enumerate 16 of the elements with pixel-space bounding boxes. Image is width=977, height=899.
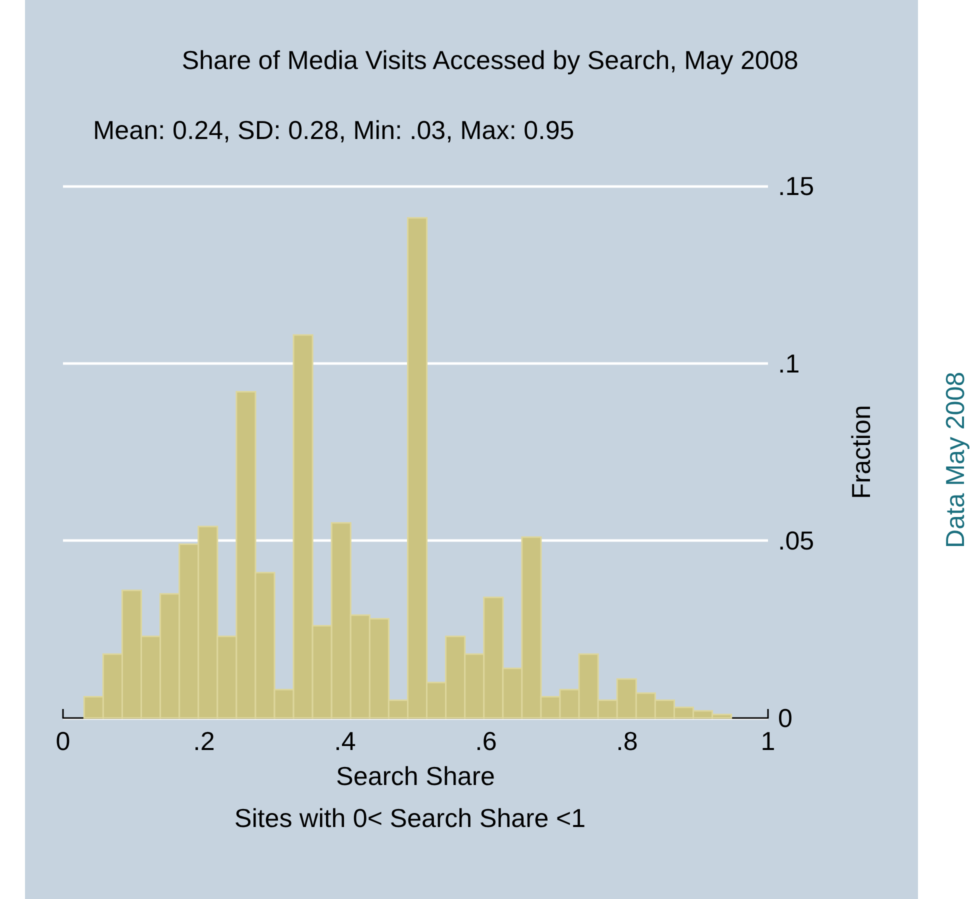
x-tick-label: .8 — [616, 726, 638, 756]
x-tick-label: .6 — [475, 726, 497, 756]
x-tick-label: .2 — [193, 726, 215, 756]
x-axis-title: Search Share — [336, 761, 495, 791]
chart-subtitle: Mean: 0.24, SD: 0.28, Min: .03, Max: 0.95 — [93, 115, 574, 145]
text: Sites with 0< Search Share <1 — [234, 803, 586, 833]
chart-title: Share of Media Visits Accessed by Search, May 2008 — [182, 45, 798, 75]
y-axis-title: Fraction — [846, 405, 876, 499]
x-tick-label: .4 — [334, 726, 356, 756]
y-tick-label: .1 — [778, 348, 800, 378]
y-tick-label: .05 — [778, 526, 814, 556]
y-tick-label: 0 — [778, 703, 792, 733]
text: Data May 2008 — [940, 372, 970, 548]
y-tick-label: .15 — [778, 171, 814, 201]
x-tick-label: 0 — [56, 726, 70, 756]
x-tick-label: 1 — [760, 726, 776, 756]
